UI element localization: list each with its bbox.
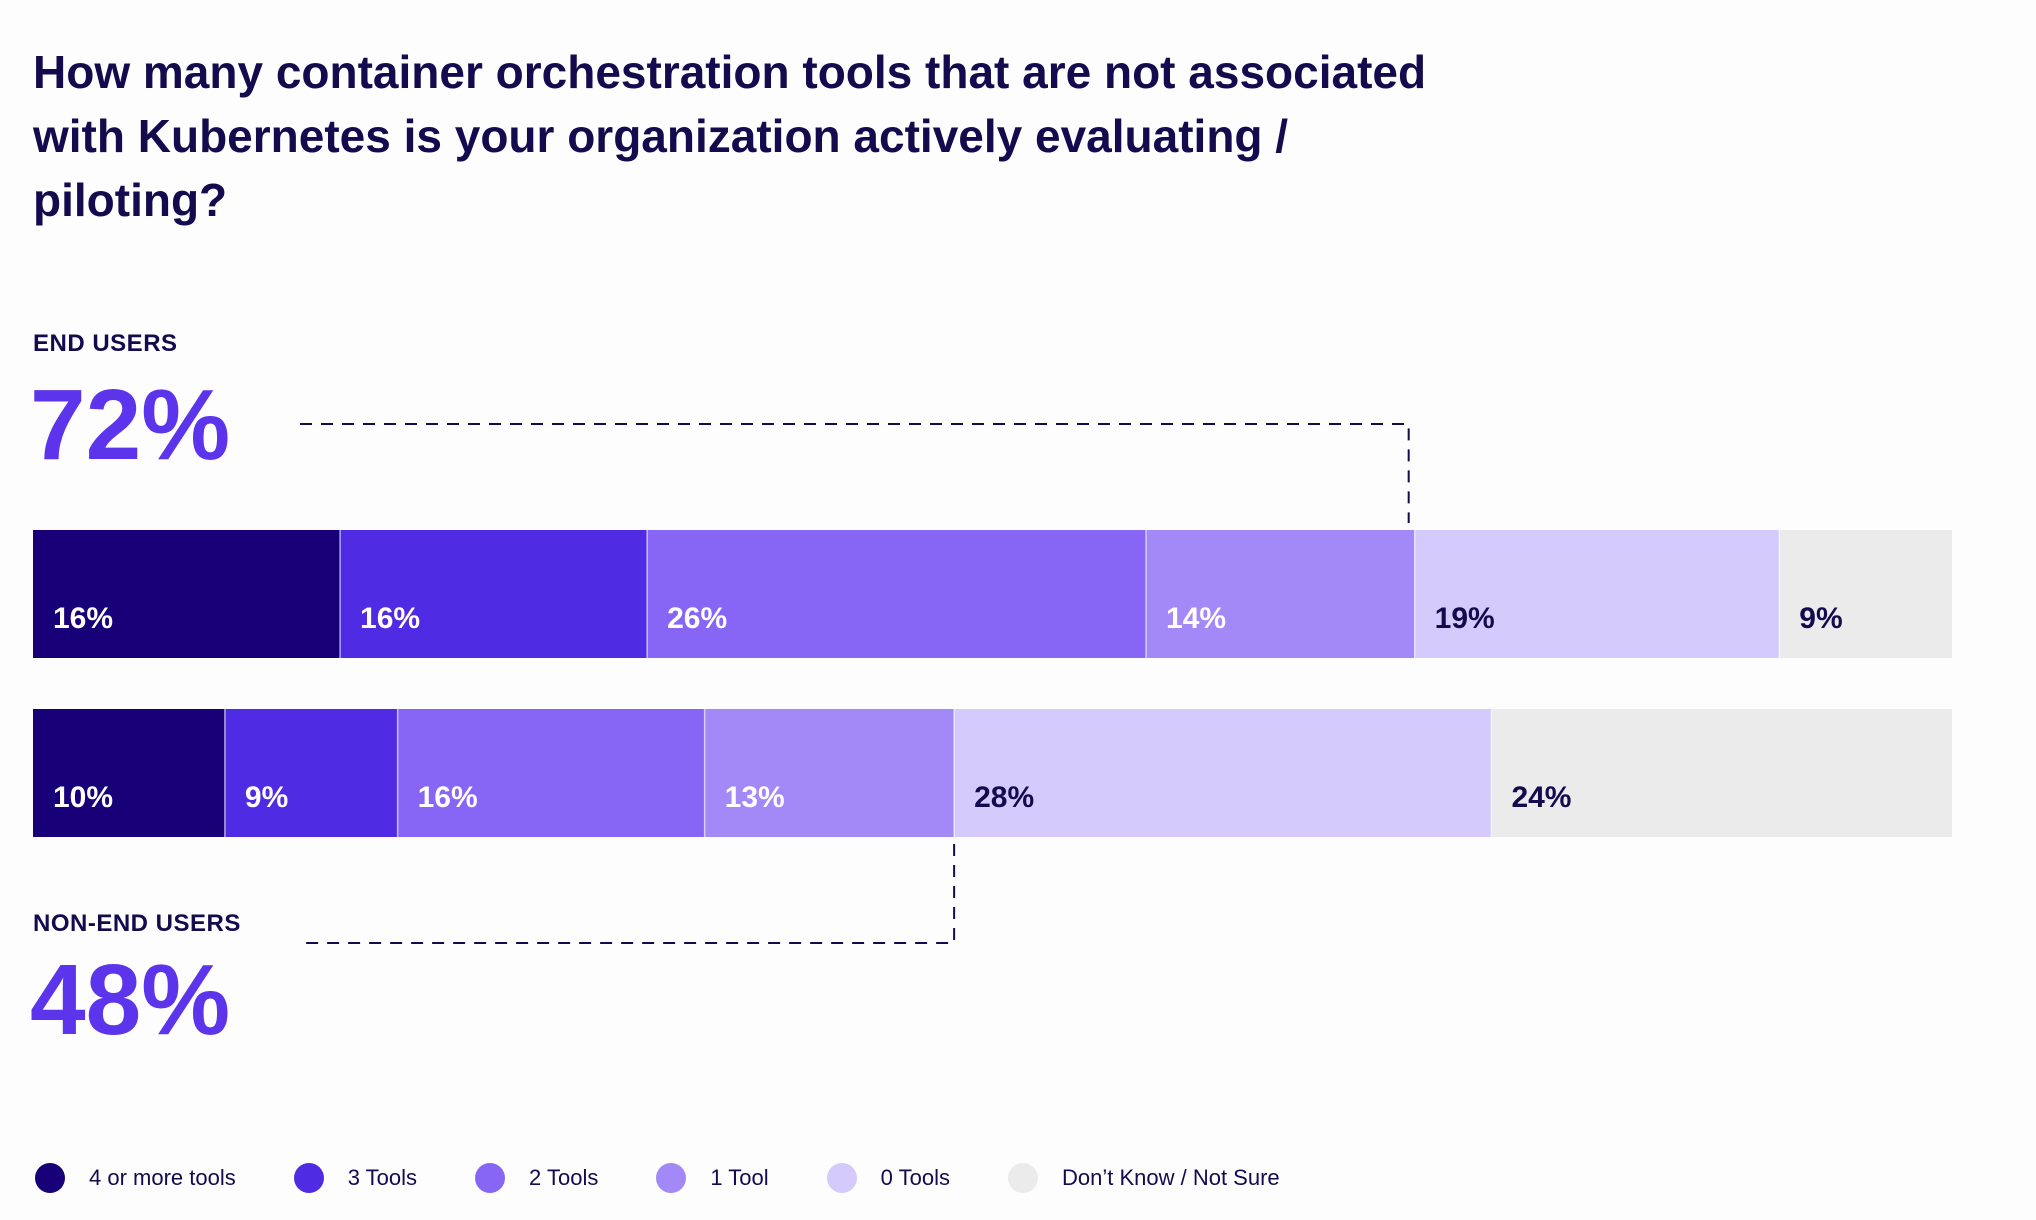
bar-segment (704, 709, 955, 837)
legend-swatch (826, 1163, 857, 1193)
data-label: 28% (974, 781, 1034, 814)
legend-item-1-tool: 1 Tool (656, 1163, 769, 1193)
non-end-users-percent: 48% (30, 944, 231, 1056)
legend-swatch (475, 1163, 506, 1193)
legend-swatch (1007, 1163, 1038, 1193)
bar-segment (1779, 530, 1952, 658)
bar-segment (647, 530, 1147, 658)
data-label: 16% (360, 602, 420, 635)
bar-segment (397, 709, 705, 837)
data-label: 24% (1511, 781, 1571, 814)
chart-title: How many container orchestration tools t… (33, 46, 1427, 226)
legend-swatch (35, 1163, 65, 1193)
legend-label: 2 Tools (529, 1165, 599, 1190)
bar-segment (1414, 530, 1780, 658)
end-users-label: END USERS (33, 330, 178, 357)
legend-label: Don’t Know / Not Sure (1061, 1165, 1280, 1190)
legend-item-3-tools: 3 Tools (293, 1163, 418, 1193)
bar-segment (340, 530, 648, 658)
data-label: 10% (53, 781, 113, 814)
bar-segment (224, 709, 398, 837)
legend-swatch (656, 1163, 687, 1193)
data-label: 16% (418, 781, 478, 814)
non-end-users-connector (300, 844, 956, 944)
non-end-users-label: NON-END USERS (33, 910, 241, 937)
end-users-connector (300, 423, 1410, 523)
legend-item-4-or-more: 4 or more tools (35, 1163, 236, 1193)
legend-label: 4 or more tools (89, 1165, 236, 1190)
data-label: 16% (53, 602, 113, 635)
data-label: 19% (1435, 602, 1495, 635)
data-label: 9% (1799, 602, 1842, 635)
legend-label: 0 Tools (880, 1165, 950, 1190)
end-users-percent: 72% (30, 369, 231, 481)
legend-label: 3 Tools (347, 1165, 418, 1190)
data-label: 13% (725, 781, 785, 814)
bar-segment (1146, 530, 1415, 658)
data-label: 14% (1166, 602, 1226, 635)
bar-segment (33, 530, 341, 658)
legend-label: 1 Tool (710, 1165, 769, 1190)
legend-item-2-tools: 2 Tools (475, 1163, 598, 1193)
bar-segment (1491, 709, 1952, 837)
legend-swatch (293, 1163, 324, 1193)
data-label: 26% (667, 602, 727, 635)
legend-item-0-tools: 0 Tools (826, 1163, 950, 1193)
legend-item-dont-know: Don’t Know / Not Sure (1007, 1163, 1280, 1193)
legend: 4 or more tools 3 Tools 2 Tools 1 Tool 0… (35, 1163, 1338, 1193)
bar-segment (33, 709, 225, 837)
bar-segment (954, 709, 1492, 837)
data-label: 9% (245, 781, 288, 814)
